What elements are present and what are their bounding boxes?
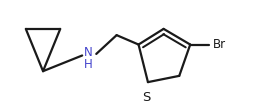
- Text: N
H: N H: [84, 46, 93, 71]
- Text: S: S: [142, 91, 150, 104]
- Text: Br: Br: [213, 38, 226, 51]
